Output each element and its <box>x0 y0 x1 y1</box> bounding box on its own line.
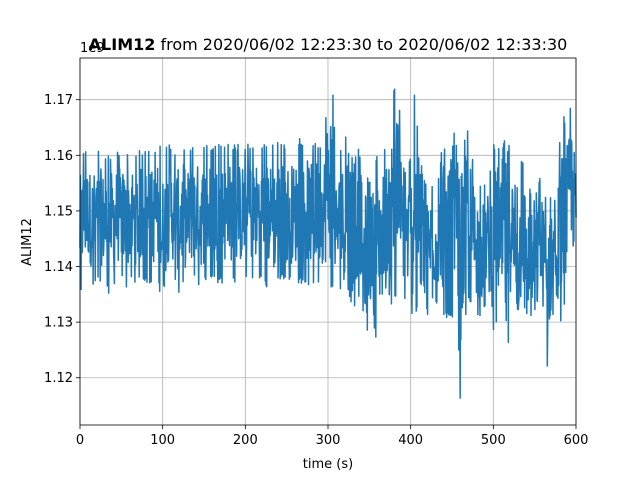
y-tick-label: 1.17 <box>44 93 73 108</box>
chart-title: ALIM12 from 2020/06/02 12:23:30 to 2020/… <box>89 35 568 54</box>
y-tick-label: 1.12 <box>44 371 73 386</box>
x-tick-label: 500 <box>481 433 506 448</box>
series-line <box>79 88 577 399</box>
chart-title-bold: ALIM12 <box>89 35 156 54</box>
chart-title-rest: from 2020/06/02 12:23:30 to 2020/06/02 1… <box>155 35 567 54</box>
x-axis-ticks: 0 100 200 300 400 500 600 <box>76 425 589 448</box>
x-tick-label: 100 <box>150 433 175 448</box>
x-axis-label: time (s) <box>303 457 353 472</box>
y-axis-ticks: 1.12 1.13 1.14 1.15 1.16 1.17 <box>44 93 80 386</box>
y-tick-label: 1.15 <box>44 204 73 219</box>
y-axis-label: ALIM12 <box>20 218 35 266</box>
y-tick-label: 1.14 <box>44 260 73 275</box>
y-tick-label: 1.16 <box>44 149 73 164</box>
y-offset-label: 1e9 <box>80 41 105 56</box>
x-tick-label: 200 <box>233 433 258 448</box>
x-tick-label: 400 <box>398 433 423 448</box>
x-tick-label: 300 <box>316 433 341 448</box>
x-tick-label: 600 <box>564 433 589 448</box>
x-tick-label: 0 <box>76 433 84 448</box>
y-tick-label: 1.13 <box>44 316 73 331</box>
